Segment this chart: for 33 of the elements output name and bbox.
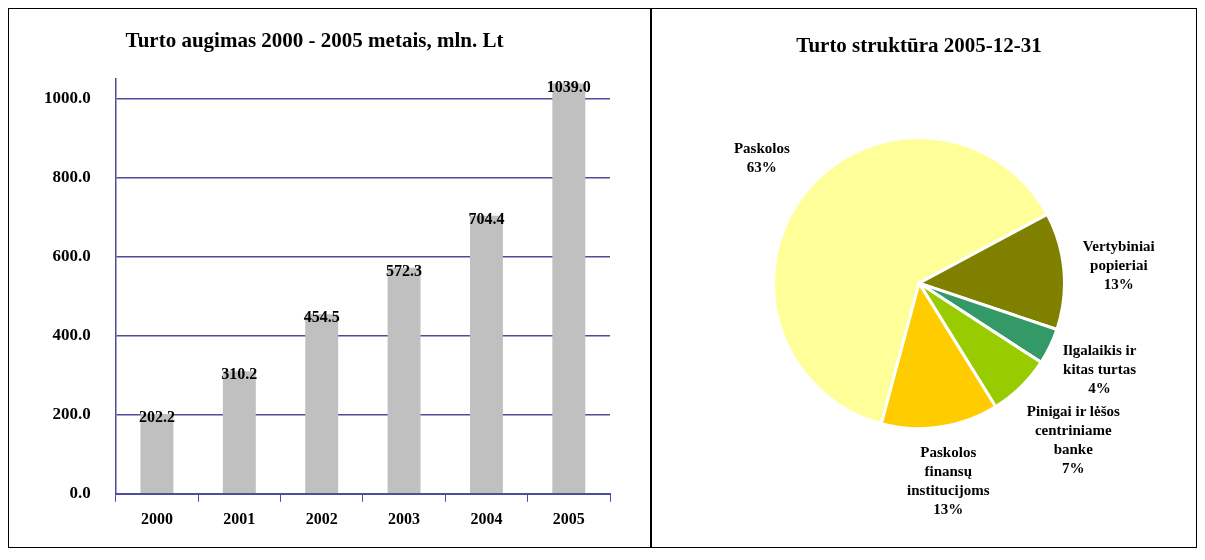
- data-label: 63%: [746, 158, 777, 175]
- slice-label: Paskolos finansų institucijoms: [907, 443, 990, 498]
- data-label: 310.2: [221, 365, 258, 383]
- bar: [469, 215, 503, 494]
- y-tick-label: 800.0: [52, 167, 91, 187]
- slice-label: Pinigai ir lėšos centriniame banke: [1026, 403, 1120, 458]
- x-tick-label: 2002: [305, 509, 338, 527]
- y-tick-label: 0.0: [69, 483, 91, 503]
- data-label: 1039.0: [546, 77, 591, 95]
- data-label: 7%: [1062, 460, 1085, 477]
- bar: [387, 267, 421, 494]
- data-label: 202.2: [138, 408, 175, 426]
- y-tick-label: 400.0: [52, 325, 91, 345]
- x-tick-label: 2003: [388, 509, 421, 527]
- slice-label: Vertybiniai popieriai: [1082, 238, 1155, 274]
- data-label: 13%: [933, 500, 964, 517]
- data-label: 704.4: [468, 209, 505, 227]
- chart-title: Turto struktūra 2005-12-31: [796, 33, 1042, 58]
- data-label: 4%: [1088, 380, 1111, 397]
- x-tick-label: 2005: [552, 509, 585, 527]
- bar: [140, 413, 174, 494]
- x-tick-label: 2004: [470, 509, 503, 527]
- slice-label: Paskolos: [733, 139, 790, 156]
- data-label: 572.3: [386, 261, 423, 279]
- y-tick-label: 200.0: [52, 404, 91, 424]
- data-label: 13%: [1103, 276, 1134, 293]
- y-tick-label: 600.0: [52, 246, 91, 266]
- x-tick-label: 2001: [223, 509, 256, 527]
- slice-label: Ilgalaikis ir kitas turtas: [1062, 342, 1137, 378]
- data-label: 454.5: [303, 308, 340, 326]
- y-tick-label: 1000.0: [44, 88, 91, 108]
- chart-title: Turto augimas 2000 - 2005 metais, mln. Lt: [125, 28, 504, 53]
- x-tick-label: 2000: [140, 509, 173, 527]
